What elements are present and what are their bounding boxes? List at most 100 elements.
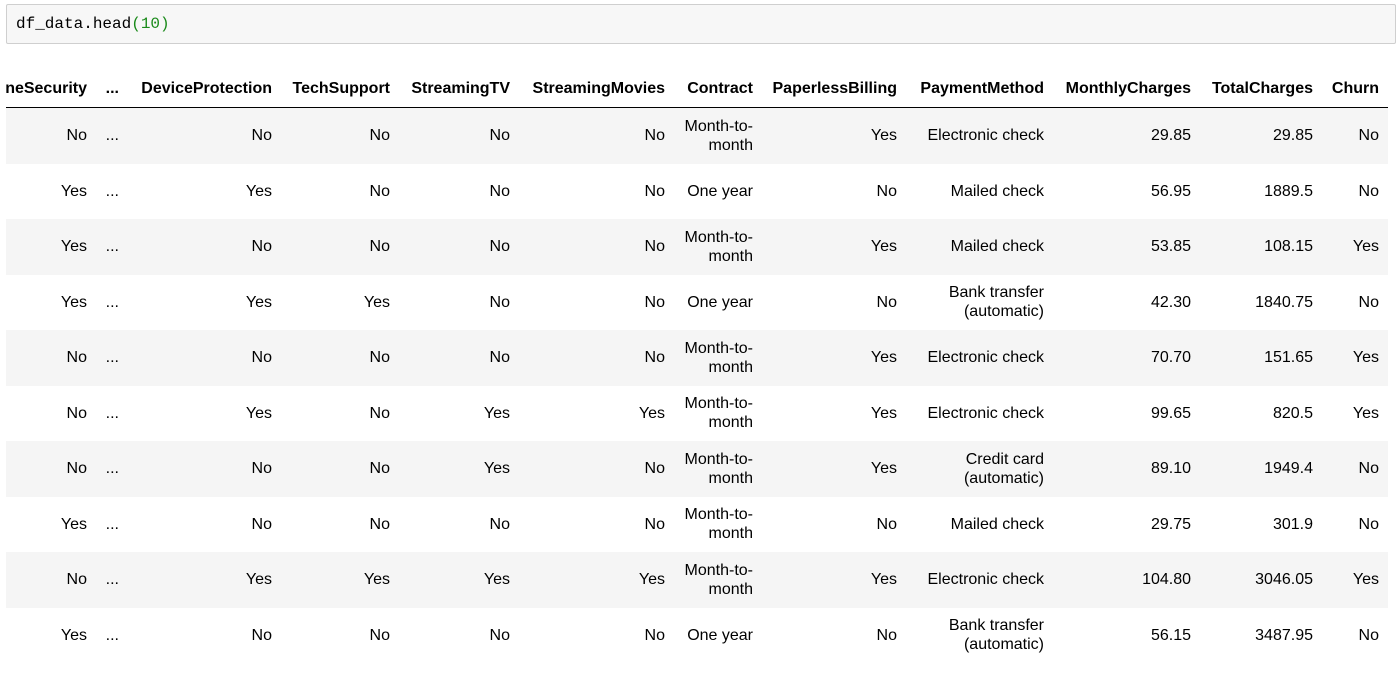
table-cell: Yes bbox=[1352, 571, 1379, 589]
table-row: No... No No No No Month-to-month Yes Electronic… bbox=[6, 330, 1388, 386]
table-cell: Yes bbox=[363, 293, 390, 311]
table-cell: No bbox=[369, 238, 390, 256]
table-cell: ... bbox=[105, 127, 119, 145]
table-cell: ... bbox=[105, 349, 119, 367]
table-cell: No bbox=[489, 349, 510, 367]
table-cell: 1889.5 bbox=[1264, 182, 1313, 200]
table-cell: Yes bbox=[60, 293, 87, 311]
table-cell: No bbox=[251, 626, 272, 644]
table-cell: Mailed check bbox=[950, 238, 1044, 256]
table-cell: Yes bbox=[363, 571, 390, 589]
table-cell: Electronic check bbox=[927, 349, 1045, 367]
table-cell: ... bbox=[105, 626, 119, 644]
table-cell: No bbox=[644, 182, 665, 200]
table-row: No... Yes Yes Yes Yes Month-to-month Yes Electr… bbox=[6, 552, 1388, 608]
table-cell: Yes bbox=[483, 404, 510, 422]
table-cell: Yes bbox=[870, 404, 897, 422]
table-cell: 29.85 bbox=[1150, 127, 1191, 145]
table-cell: No bbox=[369, 127, 390, 145]
table-cell: One year bbox=[687, 626, 753, 644]
table-cell: No bbox=[876, 626, 897, 644]
table-cell: Month-to-month bbox=[684, 395, 753, 432]
table-cell: One year bbox=[687, 293, 753, 311]
table-cell: Yes bbox=[870, 571, 897, 589]
table-cell: No bbox=[489, 626, 510, 644]
table-cell: Yes bbox=[245, 182, 272, 200]
table-cell: Month-to-month bbox=[684, 339, 753, 376]
table-cell: Bank transfer (automatic) bbox=[948, 284, 1044, 321]
table-cell: 3487.95 bbox=[1255, 626, 1313, 644]
table-cell: One year bbox=[687, 182, 753, 200]
table-cell: No bbox=[66, 460, 87, 478]
column-header: TotalCharges bbox=[1211, 80, 1313, 97]
table-cell: No bbox=[1358, 182, 1379, 200]
table-cell: No bbox=[489, 515, 510, 533]
table-cell: Yes bbox=[870, 127, 897, 145]
table-cell: Yes bbox=[245, 571, 272, 589]
table-cell: No bbox=[251, 349, 272, 367]
table-cell: No bbox=[489, 127, 510, 145]
table-cell: No bbox=[644, 626, 665, 644]
table-cell: 89.10 bbox=[1150, 460, 1191, 478]
table-cell: 3046.05 bbox=[1255, 571, 1313, 589]
table-cell: Yes bbox=[60, 238, 87, 256]
table-cell: No bbox=[369, 349, 390, 367]
table-cell: 104.80 bbox=[1142, 571, 1191, 589]
table-cell: 151.65 bbox=[1264, 349, 1313, 367]
table-cell: Yes bbox=[483, 460, 510, 478]
table-cell: Electronic check bbox=[927, 127, 1045, 145]
table-cell: Mailed check bbox=[950, 515, 1044, 533]
table-row: Yes... Yes No No No One year No Mailed check 56.… bbox=[6, 164, 1388, 220]
table-cell: Mailed check bbox=[950, 182, 1044, 200]
code: df_data.head(10) bbox=[16, 15, 170, 33]
table-cell: 99.65 bbox=[1150, 404, 1191, 422]
column-header: StreamingTV bbox=[411, 80, 510, 97]
table-cell: 70.70 bbox=[1150, 349, 1191, 367]
table-cell: 108.15 bbox=[1264, 238, 1313, 256]
table-cell: Yes bbox=[60, 182, 87, 200]
table-cell: No bbox=[644, 127, 665, 145]
table-cell: ... bbox=[105, 515, 119, 533]
table-row: No... Yes No Yes Yes Month-to-month Yes Electro… bbox=[6, 386, 1388, 442]
table-cell: No bbox=[66, 127, 87, 145]
table-cell: 29.85 bbox=[1272, 127, 1313, 145]
table-cell: No bbox=[369, 460, 390, 478]
table-cell: No bbox=[876, 182, 897, 200]
table-row: No... No No No No Month-to-month Yes Electronic… bbox=[6, 108, 1388, 164]
table-cell: Yes bbox=[60, 626, 87, 644]
table-cell: No bbox=[369, 626, 390, 644]
table-cell: Electronic check bbox=[927, 404, 1045, 422]
column-header: StreamingMovies bbox=[532, 80, 665, 97]
code-cell[interactable]: df_data.head(10) bbox=[6, 4, 1396, 44]
table-cell: 56.15 bbox=[1150, 626, 1191, 644]
table-cell: 53.85 bbox=[1150, 238, 1191, 256]
table-cell: No bbox=[644, 460, 665, 478]
table-cell: Yes bbox=[870, 460, 897, 478]
table-cell: Yes bbox=[1352, 404, 1379, 422]
column-header: MonthlyCharges bbox=[1065, 80, 1191, 97]
table-cell: 820.5 bbox=[1272, 404, 1313, 422]
code-call: df_data.head bbox=[16, 15, 132, 33]
table-cell: Yes bbox=[870, 349, 897, 367]
column-header: DeviceProtection bbox=[141, 80, 272, 97]
table-cell: Month-to-month bbox=[684, 450, 753, 487]
column-header: ... bbox=[105, 80, 119, 97]
table-cell: No bbox=[489, 293, 510, 311]
column-header: PaymentMethod bbox=[920, 80, 1044, 97]
table-cell: No bbox=[369, 515, 390, 533]
table-cell: 1840.75 bbox=[1255, 293, 1313, 311]
table-cell: No bbox=[251, 515, 272, 533]
table-cell: ... bbox=[105, 460, 119, 478]
table-cell: No bbox=[644, 238, 665, 256]
table-cell: No bbox=[644, 293, 665, 311]
table-cell: ... bbox=[105, 293, 119, 311]
table-cell: No bbox=[251, 127, 272, 145]
table-cell: Electronic check bbox=[927, 571, 1045, 589]
table-cell: 29.75 bbox=[1150, 515, 1191, 533]
header-row: neSecurity... DeviceProtection TechSupport… bbox=[5, 70, 1388, 108]
table-cell: No bbox=[369, 182, 390, 200]
table-row: Yes... Yes Yes No No One year No Bank transfer … bbox=[6, 275, 1388, 331]
table-cell: No bbox=[489, 238, 510, 256]
table-cell: No bbox=[251, 460, 272, 478]
